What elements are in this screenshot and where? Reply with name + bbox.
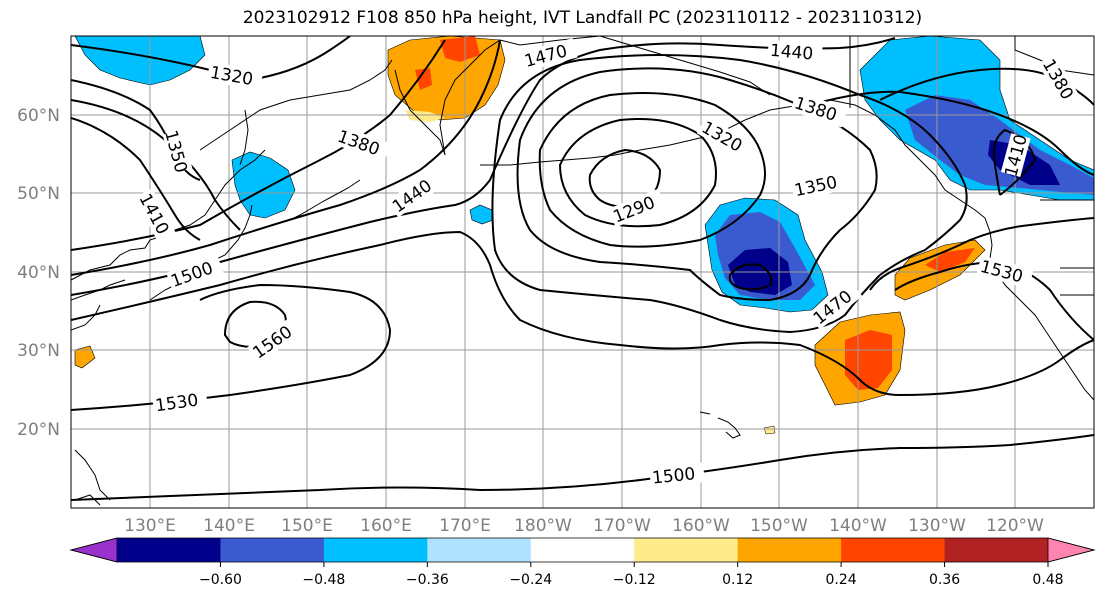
colorbar-tick-label: 0.12	[722, 572, 753, 588]
lon-label: 150°E	[281, 516, 333, 536]
map-gridlines	[71, 36, 1094, 508]
colorbar-segment	[323, 538, 428, 562]
latitude-labels: 60°N 50°N 40°N 30°N 20°N	[17, 106, 60, 440]
lat-label: 30°N	[17, 341, 60, 361]
lon-label: 180°W	[514, 516, 572, 536]
lon-label: 160°W	[672, 516, 730, 536]
lon-label: 130°E	[124, 516, 176, 536]
colorbar-tick-label: −0.36	[406, 572, 449, 588]
colorbar-tick-label: −0.48	[302, 572, 345, 588]
colorbar-segment	[427, 538, 532, 562]
colorbar-segment	[634, 538, 739, 562]
lat-label: 20°N	[17, 420, 60, 440]
colorbar-outline	[69, 537, 1096, 563]
colorbar-segment	[737, 538, 842, 562]
lon-label: 160°E	[360, 516, 412, 536]
lat-label: 40°N	[17, 263, 60, 283]
colorbar-segment	[944, 538, 1049, 562]
coastlines	[71, 36, 1094, 506]
colorbar-segment	[117, 538, 221, 562]
colorbar-extend-high	[1047, 537, 1096, 563]
colorbar-tick-label: 0.48	[1032, 572, 1063, 588]
height-contours	[71, 36, 1094, 501]
colorbar-segment	[530, 538, 635, 562]
map-title: 2023102912 F108 850 hPa height, IVT Land…	[242, 8, 923, 28]
colorbar-tick-label: −0.60	[199, 572, 242, 588]
lon-label: 130°W	[908, 516, 966, 536]
colorbar-tick-label: 0.36	[929, 572, 960, 588]
colorbar-segment	[841, 538, 946, 562]
map-frame	[70, 35, 1095, 509]
longitude-labels: 130°E 140°E 150°E 160°E 170°E 180°W 170°…	[124, 516, 1044, 536]
lat-label: 60°N	[17, 106, 60, 126]
lon-label: 120°W	[986, 516, 1044, 536]
contour-label: 1500	[651, 464, 696, 488]
lon-label: 140°E	[203, 516, 255, 536]
colorbar-tick-label: −0.24	[509, 572, 552, 588]
colorbar-extend-low	[69, 537, 118, 563]
lat-label: 50°N	[17, 184, 60, 204]
lon-label: 170°W	[593, 516, 651, 536]
contour-label: 1440	[769, 41, 814, 65]
lon-label: 140°W	[829, 516, 887, 536]
lon-label: 150°W	[750, 516, 808, 536]
colorbar-tick-label: −0.12	[613, 572, 656, 588]
colorbar-tick-label: 0.24	[826, 572, 857, 588]
colorbar: −0.60 −0.48 −0.36 −0.24 −0.12 0.12 0.24 0.36 0.4…	[69, 537, 1096, 588]
lon-label: 170°E	[439, 516, 491, 536]
colorbar-segment	[220, 538, 325, 562]
